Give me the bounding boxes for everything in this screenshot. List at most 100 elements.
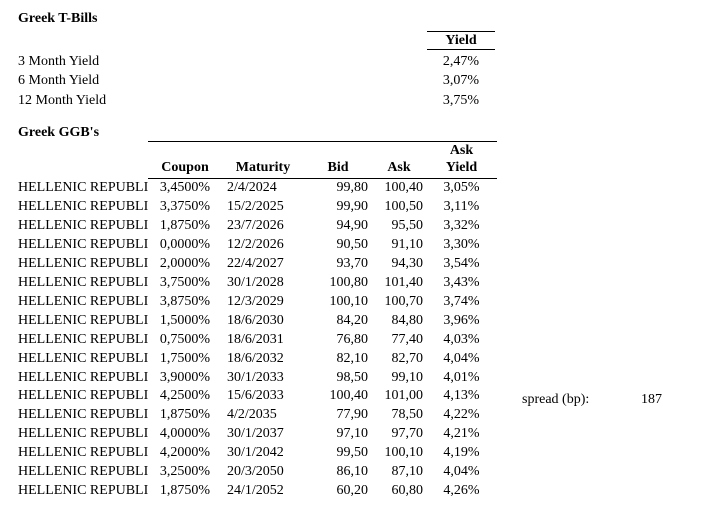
ggb-table-row: HELLENIC REPUBLI 0,7500% 18/6/2031 76,80… — [14, 331, 497, 350]
bond-bid-cell: 60,20 — [336, 483, 369, 499]
bond-bid-cell: 77,90 — [336, 407, 369, 423]
ggb-header-bid: Bid — [304, 141, 372, 179]
ggb-header-name — [14, 142, 148, 179]
bond-name-cell: HELLENIC REPUBLI — [18, 426, 148, 442]
bond-maturity-cell: 30/1/2033 — [227, 369, 284, 385]
bond-maturity-cell: 20/3/2050 — [227, 464, 284, 480]
bond-bid-cell: 99,90 — [336, 198, 369, 214]
tbill-row-6-month: 6 Month Yield 3,07% — [0, 71, 725, 90]
ggb-table-row: HELLENIC REPUBLI 4,2000% 30/1/2042 99,50… — [14, 444, 497, 463]
bond-maturity-cell: 4/2/2035 — [227, 407, 277, 423]
bond-bid-cell: 90,50 — [336, 236, 369, 252]
bond-ask-cell: 100,40 — [384, 180, 424, 195]
bond-name-cell: HELLENIC REPUBLI — [18, 217, 148, 233]
ggb-header-ask-yield: Ask Yield — [426, 141, 497, 179]
bond-maturity-cell: 30/1/2028 — [227, 274, 284, 290]
bond-name-cell: HELLENIC REPUBLI — [18, 236, 148, 252]
bond-coupon-cell: 2,0000% — [159, 255, 211, 271]
bond-name-cell: HELLENIC REPUBLI — [18, 388, 148, 404]
bond-maturity-cell: 30/1/2037 — [227, 426, 284, 442]
bond-ask-cell: 87,10 — [391, 464, 424, 480]
bond-name-cell: HELLENIC REPUBLI — [18, 293, 148, 309]
bond-coupon-cell: 1,8750% — [159, 407, 211, 423]
bond-ask-yield-cell: 4,03% — [443, 331, 480, 347]
ggb-table-row: HELLENIC REPUBLI 4,0000% 30/1/2037 97,10… — [14, 425, 497, 444]
tbill-yield-value: 2,47% — [442, 54, 480, 69]
bond-maturity-cell: 2/4/2024 — [227, 180, 277, 195]
bond-coupon-cell: 3,2500% — [159, 464, 211, 480]
ggb-header-maturity: Maturity — [222, 141, 304, 179]
bond-ask-yield-cell: 3,54% — [443, 255, 480, 271]
bond-maturity-cell: 18/6/2032 — [227, 350, 284, 366]
bond-bid-cell: 98,50 — [336, 369, 369, 385]
bond-name-cell: HELLENIC REPUBLI — [18, 255, 148, 271]
tbill-row-12-month: 12 Month Yield 3,75% — [0, 91, 725, 110]
bond-ask-cell: 99,10 — [391, 369, 424, 385]
bond-ask-cell: 84,80 — [391, 312, 424, 328]
ggb-table-row: HELLENIC REPUBLI 1,8750% 23/7/2026 94,90… — [14, 217, 497, 236]
bond-ask-yield-cell: 3,11% — [443, 198, 480, 214]
bond-bid-cell: 99,80 — [336, 180, 369, 195]
bond-bid-cell: 94,90 — [336, 217, 369, 233]
bond-maturity-cell: 12/2/2026 — [227, 236, 284, 252]
ggb-table-row: HELLENIC REPUBLI 1,8750% 24/1/2052 60,20… — [14, 482, 497, 501]
ggb-header-row: Coupon Maturity Bid Ask Ask Yield — [14, 141, 497, 179]
bond-ask-yield-cell: 4,26% — [443, 483, 480, 499]
bond-ask-cell: 91,10 — [391, 236, 424, 252]
bond-ask-yield-cell: 3,74% — [443, 293, 480, 309]
bond-coupon-cell: 3,4500% — [159, 180, 211, 195]
bond-name-cell: HELLENIC REPUBLI — [18, 464, 148, 480]
bond-name-cell: HELLENIC REPUBLI — [18, 369, 148, 385]
bond-ask-yield-cell: 4,22% — [443, 407, 480, 423]
bond-maturity-cell: 24/1/2052 — [227, 483, 284, 499]
bond-coupon-cell: 1,5000% — [159, 312, 211, 328]
bond-maturity-cell: 18/6/2030 — [227, 312, 284, 328]
ggb-header-ask-yield-line2: Yield — [445, 159, 478, 175]
ggb-table-row: HELLENIC REPUBLI 1,5000% 18/6/2030 84,20… — [14, 312, 497, 331]
bond-ask-yield-cell: 3,30% — [443, 236, 480, 252]
bond-coupon-cell: 4,2000% — [159, 445, 211, 461]
bond-ask-yield-cell: 3,32% — [443, 217, 480, 233]
bond-name-cell: HELLENIC REPUBLI — [18, 350, 148, 366]
tbill-row-3-month: 3 Month Yield 2,47% — [0, 52, 725, 71]
ggb-table-row: HELLENIC REPUBLI 3,7500% 30/1/2028 100,8… — [14, 274, 497, 293]
bond-maturity-cell: 15/6/2033 — [227, 388, 284, 404]
bond-ask-cell: 100,10 — [384, 445, 424, 461]
ggb-header-coupon: Coupon — [148, 141, 222, 179]
bond-bid-cell: 99,50 — [336, 445, 369, 461]
bond-name-cell: HELLENIC REPUBLI — [18, 179, 148, 195]
bond-name-cell: HELLENIC REPUBLI — [18, 331, 148, 347]
ggb-header-ask: Ask — [372, 141, 426, 179]
bond-ask-cell: 101,40 — [384, 274, 424, 290]
bond-name-cell: HELLENIC REPUBLI — [18, 312, 148, 328]
ggb-table-row: HELLENIC REPUBLI 3,2500% 20/3/2050 86,10… — [14, 463, 497, 482]
bond-ask-yield-cell: 4,21% — [443, 426, 480, 442]
bond-coupon-cell: 1,8750% — [159, 217, 211, 233]
spread-label: spread (bp): — [522, 392, 590, 407]
bond-ask-yield-cell: 4,04% — [443, 464, 480, 480]
bond-bid-cell: 82,10 — [336, 350, 369, 366]
ggb-header-ask-yield-line1: Ask — [449, 143, 474, 158]
ggb-table-row: HELLENIC REPUBLI 3,3750% 15/2/2025 99,90… — [14, 198, 497, 217]
ggb-table-row: HELLENIC REPUBLI 1,8750% 4/2/2035 77,90 … — [14, 406, 497, 425]
bond-ask-yield-cell: 4,04% — [443, 350, 480, 366]
ggb-table-row: HELLENIC REPUBLI 3,8750% 12/3/2029 100,1… — [14, 293, 497, 312]
bond-bid-cell: 100,80 — [329, 274, 369, 290]
bond-maturity-cell: 30/1/2042 — [227, 445, 284, 461]
bond-ask-yield-cell: 3,96% — [443, 312, 480, 328]
bond-coupon-cell: 0,0000% — [159, 236, 211, 252]
bond-name-cell: HELLENIC REPUBLI — [18, 407, 148, 423]
bond-bid-cell: 97,10 — [336, 426, 369, 442]
bond-coupon-cell: 3,8750% — [159, 293, 211, 309]
bond-ask-cell: 60,80 — [391, 483, 424, 499]
bond-name-cell: HELLENIC REPUBLI — [18, 445, 148, 461]
bond-coupon-cell: 3,7500% — [159, 274, 211, 290]
tbill-label: 3 Month Yield — [18, 54, 100, 69]
bond-ask-yield-cell: 4,01% — [443, 369, 480, 385]
bond-coupon-cell: 3,3750% — [159, 198, 211, 214]
bond-maturity-cell: 15/2/2025 — [227, 198, 284, 214]
bond-ask-cell: 78,50 — [391, 407, 424, 423]
bond-ask-yield-cell: 3,05% — [443, 180, 480, 195]
bond-bid-cell: 76,80 — [336, 331, 369, 347]
